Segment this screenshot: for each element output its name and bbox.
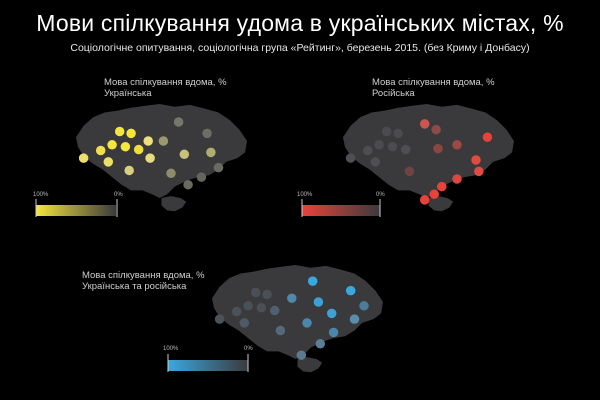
city-dot xyxy=(433,143,443,154)
map-russian xyxy=(343,103,514,212)
city-dot xyxy=(202,128,212,139)
city-dot xyxy=(419,119,430,129)
panel-label-russian-line2: Російська xyxy=(372,88,415,99)
city-dot xyxy=(196,172,207,182)
city-dot xyxy=(145,153,155,163)
city-dot xyxy=(269,305,280,316)
city-dot xyxy=(381,126,392,137)
city-dot xyxy=(362,145,373,156)
city-dot xyxy=(214,314,225,324)
city-dot xyxy=(126,128,136,139)
city-dot xyxy=(326,308,337,319)
city-dot xyxy=(431,124,441,135)
city-dot xyxy=(262,289,272,300)
city-dot xyxy=(345,285,356,296)
city-dot xyxy=(107,140,117,150)
city-dots xyxy=(78,117,224,190)
panel-label-ukrainian: Мова спілкування вдома, % Українська xyxy=(104,77,227,99)
legend-russian-min: 100% xyxy=(297,192,313,198)
city-dot xyxy=(95,145,106,156)
city-dot xyxy=(239,318,250,328)
city-dot xyxy=(345,153,356,163)
city-dot xyxy=(429,189,439,199)
city-dot xyxy=(179,149,190,160)
city-dot xyxy=(482,132,493,142)
city-dot xyxy=(287,293,297,303)
panel-label-both-line1: Мова спілкування вдома, % xyxy=(82,270,205,281)
legend-both: 100% 0% xyxy=(163,346,253,372)
city-dot xyxy=(419,195,430,205)
city-dot xyxy=(296,350,307,360)
city-dot xyxy=(213,162,224,173)
panel-label-russian: Мова спілкування вдома, % Російська xyxy=(372,77,495,99)
city-dot xyxy=(166,168,176,179)
city-dot xyxy=(393,128,403,139)
city-dot xyxy=(206,147,216,158)
city-dot xyxy=(173,117,184,127)
city-dot xyxy=(78,153,89,163)
crimea-shape xyxy=(161,196,187,212)
legend-both-max: 0% xyxy=(244,346,253,352)
panel-label-both: Мова спілкування вдома, % Українська та … xyxy=(82,270,205,292)
city-dot xyxy=(250,287,261,298)
city-dot xyxy=(158,136,169,146)
legend-russian: 100% 0% xyxy=(297,192,385,217)
legend-ukrainian-bar xyxy=(36,205,116,216)
city-dot xyxy=(359,301,369,311)
city-dot xyxy=(400,144,411,155)
city-dot xyxy=(302,318,312,328)
page-title: Мови спілкування удома в українських міс… xyxy=(36,10,564,36)
city-dot xyxy=(243,301,253,311)
city-dot xyxy=(143,136,153,146)
city-dot xyxy=(307,276,318,286)
map-both xyxy=(212,264,383,373)
legend-ukrainian-max: 0% xyxy=(114,192,123,198)
city-dot xyxy=(103,157,114,167)
city-dot xyxy=(474,166,484,177)
city-dot xyxy=(183,179,193,190)
city-dot xyxy=(133,144,144,155)
city-dot xyxy=(120,141,131,152)
city-dot xyxy=(328,327,339,338)
city-dot xyxy=(349,314,360,324)
city-dots xyxy=(214,276,369,360)
city-dot xyxy=(404,166,415,177)
city-dot xyxy=(315,339,326,349)
city-dot xyxy=(437,181,447,192)
legend-both-min: 100% xyxy=(163,346,179,352)
page-subtitle: Соціологічне опитування, соціологічна гр… xyxy=(70,42,530,54)
panel-label-both-line2: Українська та російська xyxy=(82,281,187,292)
panel-label-ukrainian-line1: Мова спілкування вдома, % xyxy=(104,77,227,88)
panel-label-russian-line1: Мова спілкування вдома, % xyxy=(372,77,495,88)
legend-russian-max: 0% xyxy=(376,192,385,198)
city-dot xyxy=(275,325,286,336)
map-ukrainian xyxy=(76,103,248,212)
city-dots xyxy=(345,119,493,205)
city-dot xyxy=(114,126,125,137)
city-dot xyxy=(256,302,267,313)
city-dot xyxy=(387,141,398,152)
city-dot xyxy=(231,306,242,317)
city-dot xyxy=(471,155,481,165)
city-dot xyxy=(452,140,462,150)
city-dot xyxy=(313,297,324,307)
city-dot xyxy=(124,165,134,176)
city-dot xyxy=(452,174,462,184)
legend-both-bar xyxy=(168,360,248,371)
legend-ukrainian-min: 100% xyxy=(33,192,49,198)
panel-label-ukrainian-line2: Українська xyxy=(104,88,152,99)
city-dot xyxy=(374,140,384,150)
legend-russian-bar xyxy=(302,205,380,216)
city-dot xyxy=(370,157,381,167)
legend-ukrainian: 100% 0% xyxy=(33,192,123,217)
